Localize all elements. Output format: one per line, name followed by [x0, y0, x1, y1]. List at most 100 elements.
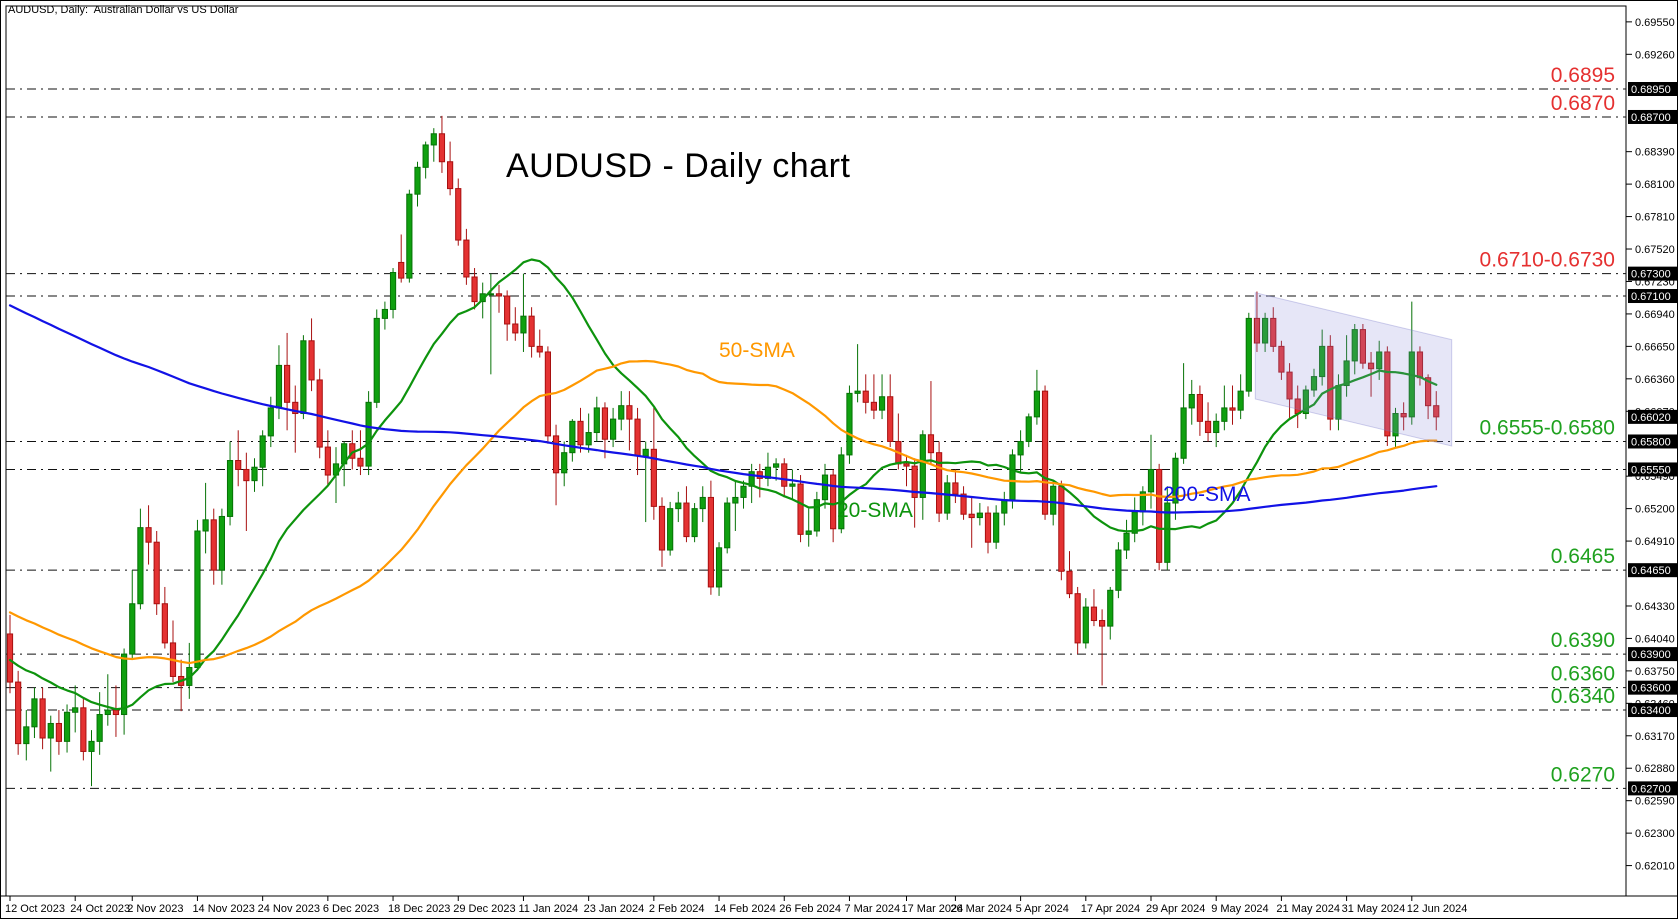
price-highlight-label: 0.67100 [1631, 291, 1671, 303]
candle-body [911, 465, 918, 498]
candle-body [1082, 606, 1089, 644]
candle-body [773, 463, 780, 468]
price-tick-label: 0.62590 [1635, 796, 1675, 808]
price-highlight-label: 0.65550 [1631, 464, 1671, 476]
candle-body [316, 379, 323, 448]
candle-body [504, 295, 511, 325]
candle-body [259, 435, 266, 468]
candle-body [610, 418, 617, 440]
candle-body [495, 293, 503, 297]
200-sma-line [8, 304, 1438, 514]
candle-body [1343, 360, 1350, 387]
date-tick-label: 14 Nov 2023 [192, 903, 254, 915]
date-tick-label: 17 Apr 2024 [1081, 903, 1140, 915]
200-sma-label: 200-SMA [1163, 483, 1251, 506]
date-tick-label: 17 Mar 2024 [902, 903, 964, 915]
candle-body [1319, 345, 1326, 378]
candle-body [1074, 593, 1081, 644]
candle-body [235, 460, 242, 470]
candle-body [194, 530, 201, 669]
candle-body [1050, 485, 1057, 515]
price-tick-label: 0.62300 [1635, 828, 1675, 840]
price-tick-label: 0.67810 [1635, 212, 1675, 224]
date-tick-label: 31 May 2024 [1342, 903, 1406, 915]
level-label: 0.6270 [1551, 763, 1615, 786]
candle-body [381, 308, 388, 319]
candle-body [1302, 389, 1309, 415]
page-title: AUDUSD - Daily chart [506, 147, 851, 185]
candle-body [23, 726, 30, 745]
candle-body [1359, 329, 1367, 364]
candle-body [1164, 502, 1171, 563]
candle-body [1001, 499, 1008, 514]
candle-body [1172, 457, 1179, 504]
candle-body [292, 401, 299, 415]
candle-body [642, 448, 649, 457]
date-tick-label: 24 Oct 2023 [70, 903, 130, 915]
candle-body [275, 364, 283, 409]
price-tick-label: 0.68100 [1635, 179, 1675, 191]
date-tick-label: 23 Jan 2024 [584, 903, 645, 915]
50-sma-line [8, 359, 1438, 665]
candle-body [1278, 345, 1285, 373]
candle-body [47, 722, 54, 739]
candle-body [6, 633, 14, 683]
candle-body [683, 502, 690, 538]
price-highlight-label: 0.68700 [1631, 112, 1671, 124]
candle-body [1213, 420, 1220, 434]
candle-body [618, 405, 625, 420]
candle-body [667, 508, 674, 551]
date-tick-label: 26 Mar 2024 [950, 903, 1012, 915]
candle-body [129, 603, 136, 655]
price-highlight-box [1628, 109, 1677, 124]
candle-body [715, 547, 723, 588]
candle-body [536, 345, 543, 353]
candle-body [1099, 620, 1106, 627]
candle-body [414, 166, 421, 195]
price-tick-label: 0.62880 [1635, 763, 1675, 775]
candle-body [161, 603, 168, 644]
candle-body [561, 452, 568, 474]
candle-body [1392, 413, 1399, 437]
candle-body [984, 512, 992, 543]
price-highlight-box [1628, 82, 1677, 96]
price-highlight-box [1628, 289, 1677, 304]
candle-body [1090, 606, 1098, 622]
candle-body [577, 420, 584, 446]
candle-body [1058, 485, 1065, 572]
candle-body [821, 474, 829, 501]
level-label: 0.6555-0.6580 [1480, 416, 1615, 439]
date-tick-label: 14 Feb 2024 [714, 903, 776, 915]
level-label: 0.6710-0.6730 [1480, 249, 1615, 272]
20-sma-label: 20-SMA [837, 499, 913, 522]
candle-body [878, 396, 886, 411]
candle-body [854, 390, 861, 394]
candle-body [438, 133, 446, 163]
candle-body [1123, 532, 1130, 551]
candle-body [626, 405, 633, 420]
candle-body [88, 740, 95, 752]
date-tick-label: 5 Apr 2024 [1016, 903, 1069, 915]
channel-overlay[interactable] [1254, 292, 1453, 447]
candle-body [830, 474, 837, 530]
candle-body [936, 452, 943, 514]
date-tick-label: 2 Feb 2024 [649, 903, 705, 915]
candle-body [1400, 413, 1407, 418]
candle-body [528, 315, 535, 347]
price-tick-label: 0.64330 [1635, 601, 1675, 613]
candle-body [585, 432, 592, 446]
candle-body [1009, 454, 1016, 501]
date-tick-label: 9 May 2024 [1211, 903, 1268, 915]
candle-body [373, 317, 380, 403]
candle-body [202, 519, 209, 532]
date-tick-label: 21 May 2024 [1276, 903, 1340, 915]
level-label: 0.6360 [1551, 663, 1615, 686]
candle-body [1245, 317, 1252, 392]
price-axis[interactable]: 0.69550 0.69260 0.68390 0.68100 0.67810 0.675… [1626, 17, 1677, 873]
candle-body [520, 315, 527, 334]
candle-body [993, 512, 1000, 543]
candle-body [1221, 407, 1228, 422]
20-sma-line [8, 258, 1438, 711]
